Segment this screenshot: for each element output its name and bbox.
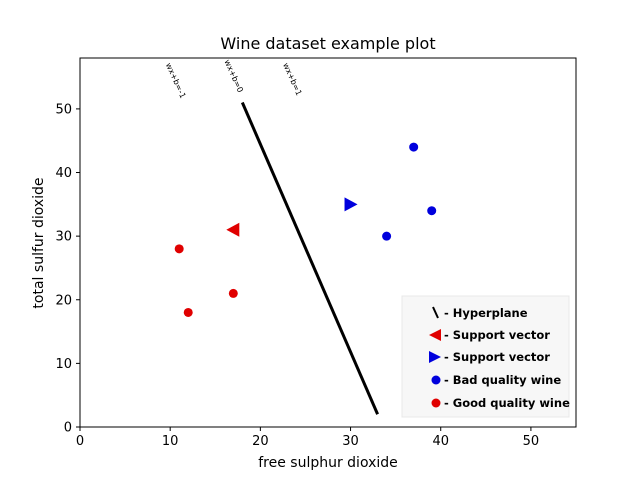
legend-label: - Bad quality wine <box>444 373 561 387</box>
legend-symbol <box>429 329 441 341</box>
plot-frame <box>79 57 577 428</box>
data-point <box>382 231 392 241</box>
y-tick-label: 0 <box>64 421 72 436</box>
hyperplane-layer <box>240 101 379 415</box>
support-vector-point <box>226 222 240 237</box>
x-tick-label: 30 <box>342 434 359 449</box>
data-point <box>228 288 238 298</box>
data-point <box>183 307 193 317</box>
x-tick-label: 40 <box>432 434 449 449</box>
y-tick-label: 40 <box>55 166 72 181</box>
chart-title: Wine dataset example plot <box>220 34 435 53</box>
legend-symbol <box>432 306 439 319</box>
y-axis-label: total sulfur dioxide <box>31 177 47 308</box>
legend-symbol <box>431 375 441 385</box>
x-axis-label: free sulphur dioxide <box>258 455 398 471</box>
x-tick-label: 0 <box>76 434 84 449</box>
hyperplane-line <box>240 101 379 415</box>
x-tick-label: 10 <box>162 434 179 449</box>
y-tick-label: 20 <box>55 293 72 308</box>
legend-label: - Support vector <box>444 328 550 342</box>
axis-ticks: 0 10 20 30 40 50 0 10 20 30 40 50 <box>55 102 539 449</box>
data-point <box>427 206 437 216</box>
legend-symbol <box>431 398 441 408</box>
y-tick-label: 50 <box>55 102 72 117</box>
legend-label: - Good quality wine <box>444 396 570 410</box>
legend-label: - Hyperplane <box>444 306 528 320</box>
y-tick-label: 30 <box>55 230 72 245</box>
y-tick-label: 10 <box>55 357 72 372</box>
legend: - Hyperplane - Support vector - Support … <box>401 295 570 418</box>
data-point <box>409 142 419 152</box>
legend-symbol <box>429 351 441 363</box>
legend-label: - Support vector <box>444 350 550 364</box>
support-vector-point <box>344 197 358 212</box>
x-tick-label: 20 <box>252 434 269 449</box>
data-points <box>174 142 437 317</box>
data-point <box>174 244 184 254</box>
x-tick-label: 50 <box>523 434 540 449</box>
